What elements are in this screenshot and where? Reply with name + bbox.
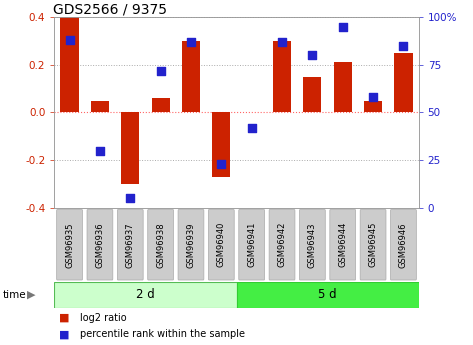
Point bbox=[187, 39, 195, 45]
FancyBboxPatch shape bbox=[87, 209, 113, 280]
Text: ■: ■ bbox=[59, 313, 70, 323]
FancyBboxPatch shape bbox=[178, 209, 204, 280]
Point bbox=[66, 37, 73, 43]
Point bbox=[339, 24, 347, 30]
Text: GSM96946: GSM96946 bbox=[399, 222, 408, 267]
FancyBboxPatch shape bbox=[239, 209, 264, 280]
FancyBboxPatch shape bbox=[148, 209, 174, 280]
FancyBboxPatch shape bbox=[209, 209, 234, 280]
FancyBboxPatch shape bbox=[299, 209, 325, 280]
Bar bbox=[236, 282, 419, 308]
Point bbox=[248, 125, 255, 130]
Text: 2 d: 2 d bbox=[136, 288, 155, 301]
Point bbox=[157, 68, 165, 73]
Bar bbox=[303, 77, 322, 112]
FancyBboxPatch shape bbox=[117, 209, 143, 280]
Bar bbox=[91, 101, 109, 112]
Text: GSM96939: GSM96939 bbox=[186, 222, 195, 267]
FancyBboxPatch shape bbox=[360, 209, 386, 280]
Text: time: time bbox=[2, 290, 26, 300]
Point bbox=[278, 39, 286, 45]
Point bbox=[308, 52, 316, 58]
Point bbox=[369, 95, 377, 100]
Text: GSM96943: GSM96943 bbox=[308, 222, 317, 267]
Text: GSM96940: GSM96940 bbox=[217, 222, 226, 267]
Bar bbox=[364, 101, 382, 112]
Text: GSM96937: GSM96937 bbox=[126, 222, 135, 268]
Text: GSM96944: GSM96944 bbox=[338, 222, 347, 267]
Text: ■: ■ bbox=[59, 329, 70, 339]
Point bbox=[96, 148, 104, 153]
Text: GSM96941: GSM96941 bbox=[247, 222, 256, 267]
FancyBboxPatch shape bbox=[269, 209, 295, 280]
Point bbox=[400, 43, 407, 49]
Bar bbox=[394, 53, 412, 112]
Text: GSM96936: GSM96936 bbox=[96, 222, 105, 268]
Bar bbox=[151, 98, 170, 112]
Text: log2 ratio: log2 ratio bbox=[80, 313, 127, 323]
Text: GSM96938: GSM96938 bbox=[156, 222, 165, 268]
FancyBboxPatch shape bbox=[330, 209, 356, 280]
Text: 5 d: 5 d bbox=[318, 288, 337, 301]
Bar bbox=[61, 17, 79, 112]
FancyBboxPatch shape bbox=[57, 209, 82, 280]
Text: GSM96935: GSM96935 bbox=[65, 222, 74, 267]
Text: GSM96942: GSM96942 bbox=[278, 222, 287, 267]
Bar bbox=[121, 112, 140, 184]
Point bbox=[126, 195, 134, 201]
Text: percentile rank within the sample: percentile rank within the sample bbox=[80, 329, 245, 339]
Text: ▶: ▶ bbox=[27, 290, 36, 300]
Text: GSM96945: GSM96945 bbox=[368, 222, 377, 267]
Bar bbox=[54, 282, 237, 308]
Text: GDS2566 / 9375: GDS2566 / 9375 bbox=[53, 2, 166, 16]
Bar bbox=[212, 112, 230, 177]
Bar bbox=[273, 41, 291, 112]
Point bbox=[218, 161, 225, 167]
FancyBboxPatch shape bbox=[391, 209, 416, 280]
Bar bbox=[333, 62, 352, 112]
Bar bbox=[182, 41, 200, 112]
